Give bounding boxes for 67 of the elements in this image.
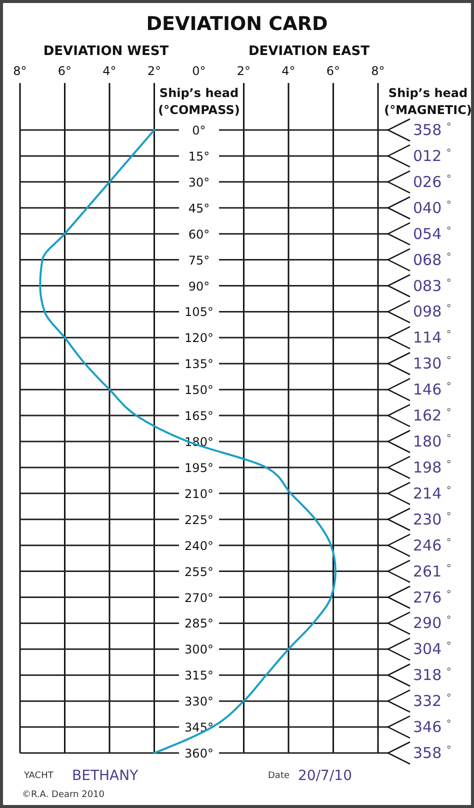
text: 276 $^{°}$ — [413, 588, 452, 606]
text: 040 $^{°}$ — [413, 198, 452, 217]
x-tick-label: 8° — [371, 64, 385, 78]
y-tick-label: 0° — [192, 124, 206, 138]
y2-axis-title: Ship’s head (°MAGNETIC) — [384, 86, 472, 117]
y-tick-label: 105° — [184, 305, 214, 320]
y-tick-label: 345° — [184, 720, 214, 735]
y-tick-label: 120° — [184, 331, 214, 346]
text: DEVIATION WEST — [43, 44, 169, 59]
text: 083 $^{°}$ — [413, 276, 452, 295]
y-tick-label: 150° — [184, 383, 214, 398]
x-tick-label: 6° — [58, 64, 72, 78]
text: 198 $^{°}$ — [413, 458, 452, 476]
text: 012 $^{°}$ — [413, 146, 452, 165]
x-tick-label: 8° — [13, 64, 27, 78]
text: 114 $^{°}$ — [413, 328, 452, 347]
y-tick-label: 210° — [184, 486, 214, 501]
text: 332 $^{°}$ — [413, 692, 452, 710]
text: 026 $^{°}$ — [413, 172, 452, 191]
text: 261 $^{°}$ — [413, 562, 452, 580]
y-tick-label: 45° — [188, 201, 210, 216]
text: 214 $^{°}$ — [413, 484, 452, 502]
text: 358 $^{°}$ — [413, 121, 452, 139]
chart-title: DEVIATION CARD — [146, 13, 328, 35]
y-tick-label: 60° — [188, 227, 210, 242]
y-tick-label: 315° — [184, 668, 214, 683]
y-tick-label: 360° — [184, 746, 214, 760]
x-tick-label: 4° — [102, 64, 116, 78]
text: 054 $^{°}$ — [413, 224, 452, 243]
y-tick-label: 135° — [184, 357, 214, 372]
x-tick-label: 6° — [326, 64, 340, 78]
y-tick-label: 240° — [184, 538, 214, 553]
text: Date — [268, 771, 290, 781]
y-tick-label: 75° — [188, 253, 210, 268]
y-tick-label: 285° — [184, 616, 214, 631]
y-tick-label: 330° — [184, 694, 214, 709]
text: 290 $^{°}$ — [413, 614, 452, 632]
text: 180 $^{°}$ — [413, 432, 452, 450]
text: BETHANY — [72, 768, 139, 784]
text: YACHT — [23, 771, 54, 781]
y-tick-label: 165° — [184, 409, 214, 424]
text: 162 $^{°}$ — [413, 406, 452, 425]
text: 130 $^{°}$ — [413, 354, 452, 373]
text: 146 $^{°}$ — [413, 380, 452, 399]
x-tick-label: 2° — [236, 64, 251, 78]
text: 246 $^{°}$ — [413, 536, 452, 554]
y-tick-label: 90° — [188, 279, 210, 294]
text: 230 $^{°}$ — [413, 510, 452, 528]
y-tick-label: 270° — [184, 590, 214, 605]
y-tick-label: 15° — [188, 149, 210, 164]
x-tick-label: 2° — [147, 64, 162, 78]
text: 20/7/10 — [298, 768, 352, 784]
y-axis-title: Ship’s head (°COMPASS) — [158, 86, 240, 117]
y-tick-label: 30° — [188, 175, 210, 190]
text: ©R.A. Dearn 2010 — [22, 790, 105, 800]
x-tick-label: 4° — [282, 64, 296, 78]
text: DEVIATION EAST — [248, 44, 370, 59]
text: 346 $^{°}$ — [413, 718, 452, 736]
y-tick-label: 300° — [184, 642, 214, 657]
y-tick-label: 195° — [184, 460, 214, 475]
text: 068 $^{°}$ — [413, 250, 452, 269]
y-tick-label: 255° — [184, 564, 214, 579]
y-tick-label: 225° — [184, 512, 214, 527]
text: 318 $^{°}$ — [413, 666, 452, 684]
text: 098 $^{°}$ — [413, 302, 452, 321]
text: 304 $^{°}$ — [413, 640, 452, 658]
text: 358 $^{°}$ — [413, 744, 452, 762]
